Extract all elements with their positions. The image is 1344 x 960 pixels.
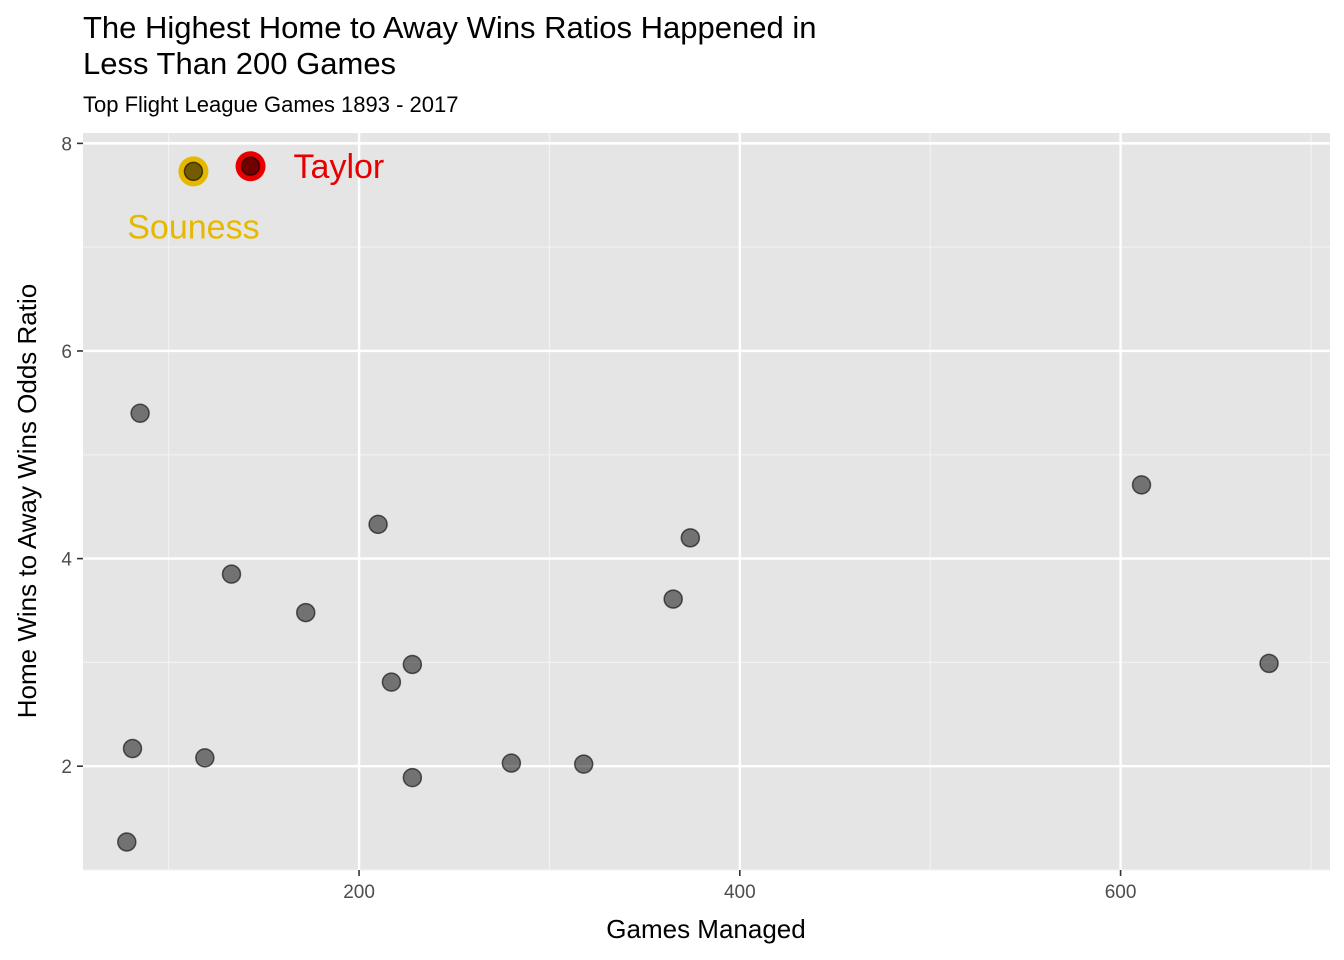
data-point xyxy=(195,748,215,768)
data-points xyxy=(117,403,1279,852)
highlight-point-taylor xyxy=(240,156,261,176)
chart-title: The Highest Home to Away Wins Ratios Hap… xyxy=(83,10,817,81)
data-point xyxy=(402,654,423,675)
data-point xyxy=(573,754,594,774)
data-point xyxy=(295,602,316,623)
data-point xyxy=(680,528,701,548)
data-point xyxy=(368,514,388,535)
data-point xyxy=(1259,653,1279,674)
y-axis-label: Home Wins to Away Wins Odds Ratio xyxy=(12,284,42,718)
axes: 200 400 600 2 4 6 8 xyxy=(61,134,1136,903)
y-tick-label: 2 xyxy=(61,757,72,778)
data-point xyxy=(221,564,242,584)
data-point xyxy=(402,767,423,788)
highlight-label-taylor: Taylor xyxy=(294,148,385,186)
x-tick-label: 600 xyxy=(1105,882,1137,903)
minor-gridlines xyxy=(83,133,1330,871)
x-axis-label: Games Managed xyxy=(606,914,805,944)
highlight-points: Souness Taylor xyxy=(127,148,384,246)
chart-subtitle: Top Flight League Games 1893 - 2017 xyxy=(83,92,459,117)
y-tick-label: 8 xyxy=(61,134,72,155)
plot-panel xyxy=(83,133,1330,870)
highlight-label-souness: Souness xyxy=(127,208,259,246)
data-point xyxy=(122,738,143,759)
y-tick-label: 6 xyxy=(61,342,72,363)
y-tick-label: 4 xyxy=(61,550,72,571)
data-point xyxy=(663,589,683,609)
highlight-point-souness xyxy=(183,161,204,182)
x-tick-label: 200 xyxy=(343,882,375,903)
data-point xyxy=(1131,475,1152,495)
data-point xyxy=(501,753,522,773)
data-point xyxy=(381,672,402,692)
major-gridlines xyxy=(83,133,1330,870)
x-tick-label: 400 xyxy=(724,882,756,903)
data-point xyxy=(117,832,137,852)
data-point xyxy=(130,403,150,424)
